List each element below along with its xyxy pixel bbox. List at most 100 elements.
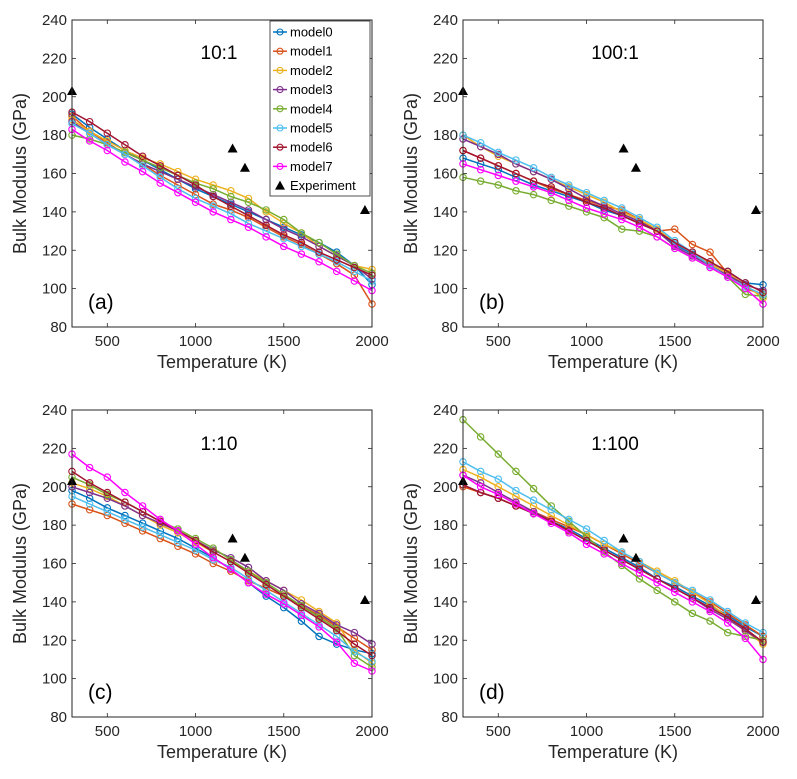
y-tick-label: 180 (42, 127, 67, 144)
data-point (315, 623, 323, 631)
data-point (529, 190, 538, 199)
data-point (494, 490, 503, 499)
data-point (121, 498, 129, 506)
data-point (582, 198, 591, 207)
data-point (85, 500, 94, 508)
series-model6 (68, 467, 376, 660)
data-point (653, 233, 661, 241)
data-point (512, 492, 520, 501)
data-point (103, 129, 112, 137)
legend-entry-model0: model0 (273, 25, 333, 40)
data-point (121, 158, 129, 166)
series-model5 (68, 119, 376, 285)
data-point (209, 208, 217, 216)
data-point (618, 548, 626, 556)
data-point (262, 580, 270, 589)
legend-entry-model3: model3 (273, 82, 333, 97)
series-experiment (458, 475, 761, 604)
data-point (512, 500, 520, 508)
legend-label: model0 (290, 25, 333, 40)
data-point (600, 210, 608, 218)
data-point (280, 231, 288, 239)
legend-entry-model2: model2 (273, 63, 333, 78)
data-point (688, 609, 697, 618)
data-point (85, 129, 94, 137)
data-point (582, 540, 591, 549)
data-point (547, 196, 555, 205)
data-point (191, 540, 200, 549)
x-tick-label: 1500 (658, 333, 691, 350)
data-point (565, 196, 573, 205)
y-tick-label: 100 (42, 281, 67, 298)
legend-label: model5 (290, 121, 333, 136)
data-point (582, 525, 591, 533)
y-tick-label: 100 (42, 671, 67, 688)
x-axis-label: Temperature (K) (157, 742, 287, 762)
data-point (494, 181, 503, 189)
panel-tag: (d) (479, 681, 505, 704)
series-model7 (459, 160, 767, 308)
data-point (85, 494, 94, 503)
experiment-point (618, 533, 629, 543)
panel-tag: (b) (479, 291, 505, 314)
data-point (741, 284, 750, 293)
data-point (635, 213, 644, 222)
data-point (512, 187, 520, 195)
data-point (529, 509, 538, 518)
data-point (512, 156, 520, 164)
data-point (723, 607, 732, 616)
data-point (315, 238, 323, 247)
data-point (476, 473, 485, 481)
data-point (476, 488, 485, 497)
data-point (476, 154, 485, 162)
data-point (280, 242, 288, 251)
data-point (138, 502, 147, 510)
data-point (350, 628, 359, 637)
data-point (209, 185, 217, 193)
data-point (706, 607, 714, 616)
data-point (618, 204, 626, 212)
y-tick-label: 80 (441, 319, 458, 336)
data-point (156, 173, 164, 182)
data-point (494, 475, 503, 483)
data-point (85, 463, 94, 472)
data-point (315, 632, 323, 641)
y-tick-label: 80 (441, 709, 458, 726)
data-point (476, 165, 485, 174)
data-point (512, 169, 520, 178)
data-point (741, 634, 750, 643)
x-tick-label: 500 (486, 723, 511, 740)
ratio-label: 1:10 (201, 434, 238, 455)
data-point (476, 177, 485, 185)
data-point (706, 248, 714, 256)
x-tick-label: 500 (486, 333, 511, 350)
experiment-point (239, 552, 250, 562)
data-point (529, 183, 538, 191)
x-axis-label: Temperature (K) (548, 352, 678, 372)
y-tick-label: 240 (42, 402, 67, 419)
y-tick-label: 240 (433, 402, 458, 419)
x-tick-label: 1500 (267, 333, 300, 350)
y-tick-label: 220 (433, 440, 458, 457)
x-tick-label: 500 (95, 723, 120, 740)
data-point (635, 569, 644, 577)
data-point (297, 229, 306, 237)
data-point (121, 150, 129, 159)
y-tick-label: 160 (42, 556, 67, 573)
data-point (174, 527, 182, 535)
y-tick-label: 240 (42, 12, 67, 29)
y-tick-label: 80 (50, 709, 67, 726)
data-point (476, 467, 485, 476)
data-point (706, 258, 714, 266)
legend-entry-model1: model1 (273, 44, 333, 59)
data-point (688, 598, 697, 606)
plot-area (463, 410, 763, 717)
data-point (332, 250, 341, 258)
data-point (706, 617, 714, 625)
data-point (280, 592, 288, 600)
data-point (671, 588, 679, 597)
data-point (547, 188, 555, 197)
data-point (209, 548, 217, 556)
data-point (103, 146, 112, 155)
x-tick-label: 1500 (658, 723, 691, 740)
